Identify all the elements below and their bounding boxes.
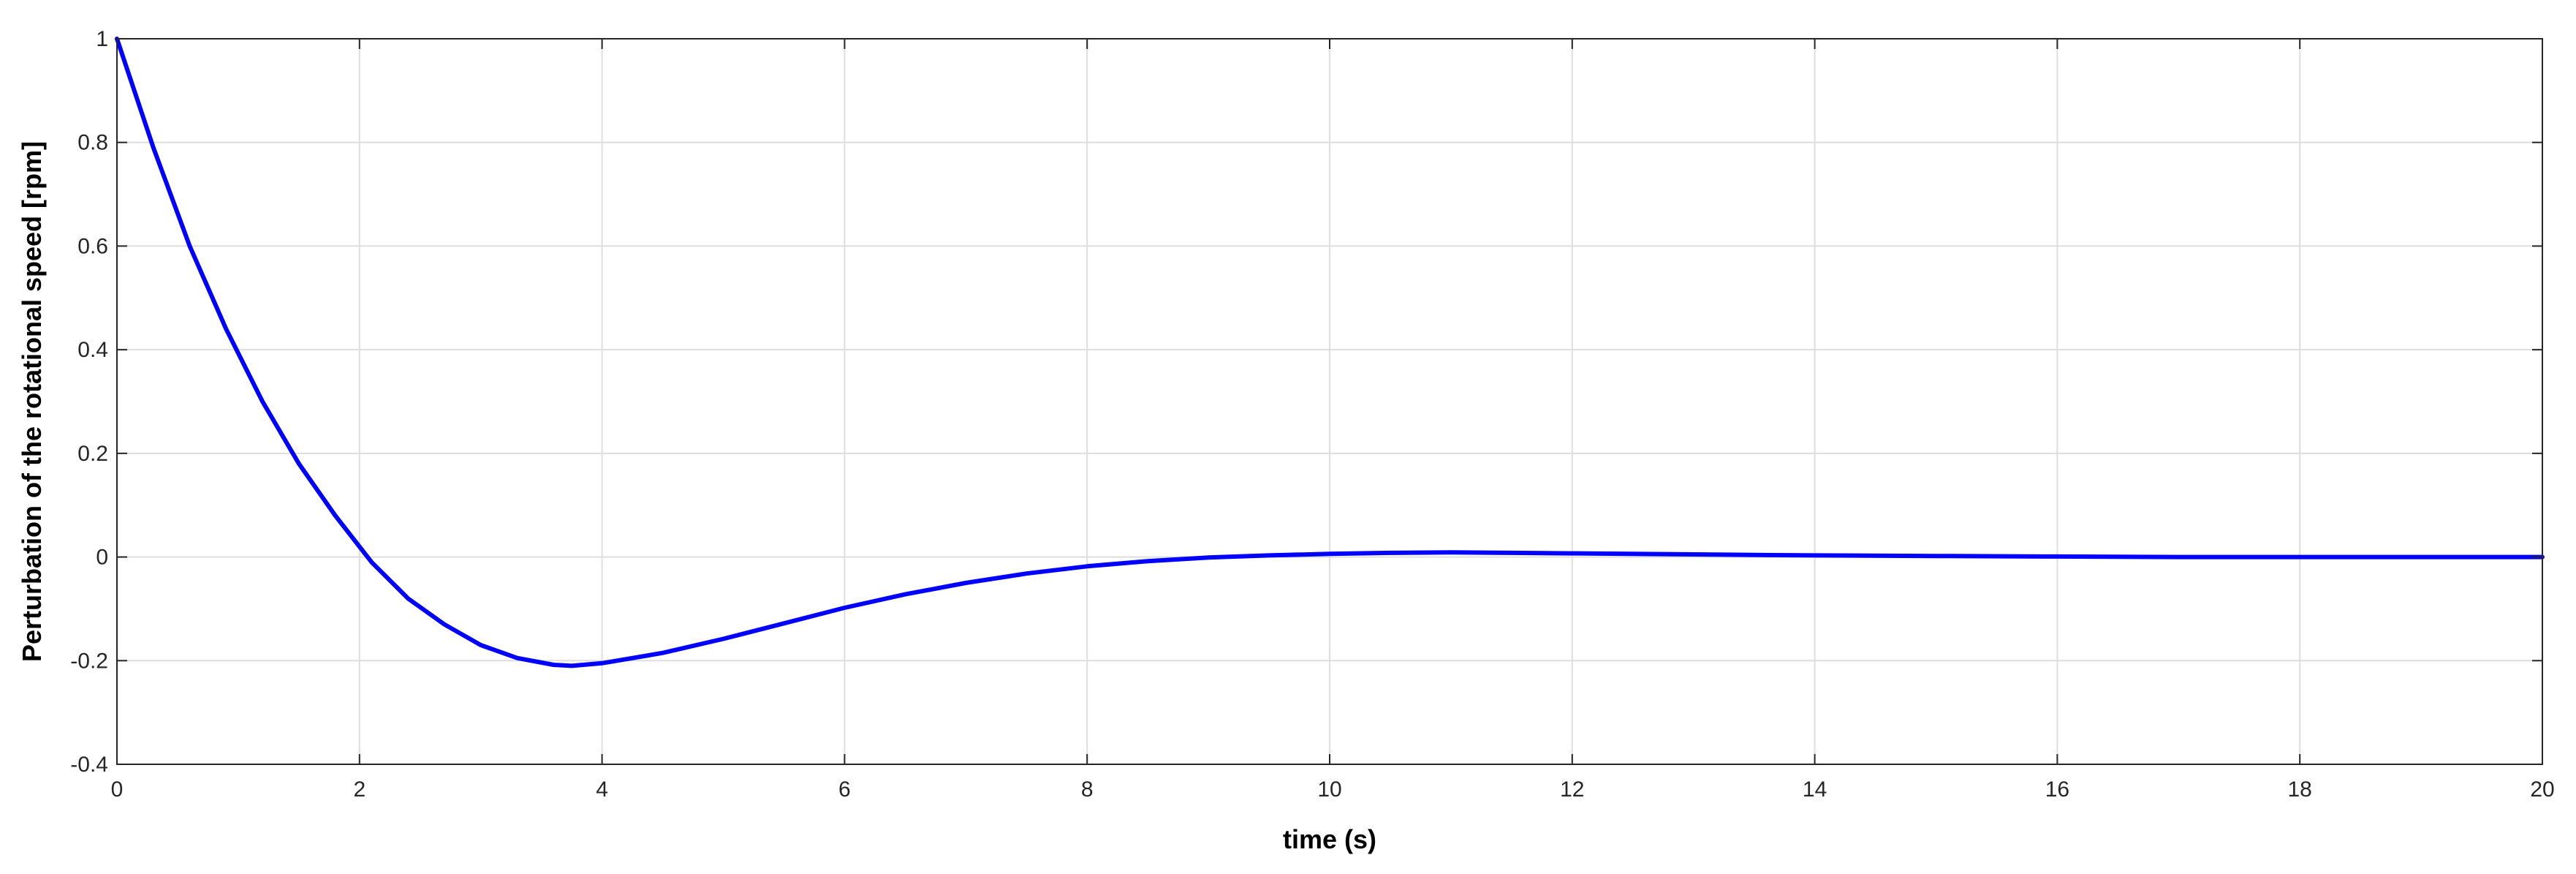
x-tick-label: 2 bbox=[353, 777, 365, 802]
x-tick-label: 16 bbox=[2045, 777, 2069, 802]
y-tick-labels: -0.4 -0.2 0 0.2 0.4 0.6 0.8 1 bbox=[70, 27, 108, 777]
x-tick-label: 20 bbox=[2530, 777, 2554, 802]
x-tick-label: 8 bbox=[1081, 777, 1094, 802]
x-tick-label: 10 bbox=[1317, 777, 1341, 802]
x-tick-label: 14 bbox=[1803, 777, 1827, 802]
series-line bbox=[115, 37, 2545, 668]
x-axis-label: time (s) bbox=[1283, 824, 1376, 854]
y-tick-label: -0.4 bbox=[70, 753, 108, 777]
y-axis-label: Perturbation of the rotational speed [rp… bbox=[17, 141, 47, 662]
ticks bbox=[116, 38, 2543, 765]
x-tick-label: 18 bbox=[2288, 777, 2312, 802]
x-tick-labels: 0 2 4 6 8 10 12 14 16 18 20 bbox=[111, 777, 2555, 802]
series-layer bbox=[115, 37, 2545, 668]
y-tick-label: 0.2 bbox=[77, 442, 108, 466]
x-tick-label: 0 bbox=[111, 777, 124, 802]
y-tick-label: 1 bbox=[96, 27, 108, 51]
y-tick-label: 0.6 bbox=[77, 234, 108, 258]
y-tick-label: 0.8 bbox=[77, 131, 108, 155]
y-tick-label: 0 bbox=[96, 546, 108, 570]
y-tick-label: 0.4 bbox=[77, 338, 108, 362]
y-tick-label: -0.2 bbox=[70, 649, 108, 673]
grid bbox=[117, 39, 2542, 764]
x-tick-label: 4 bbox=[596, 777, 608, 802]
x-tick-label: 6 bbox=[838, 777, 851, 802]
x-tick-label: 12 bbox=[1560, 777, 1584, 802]
